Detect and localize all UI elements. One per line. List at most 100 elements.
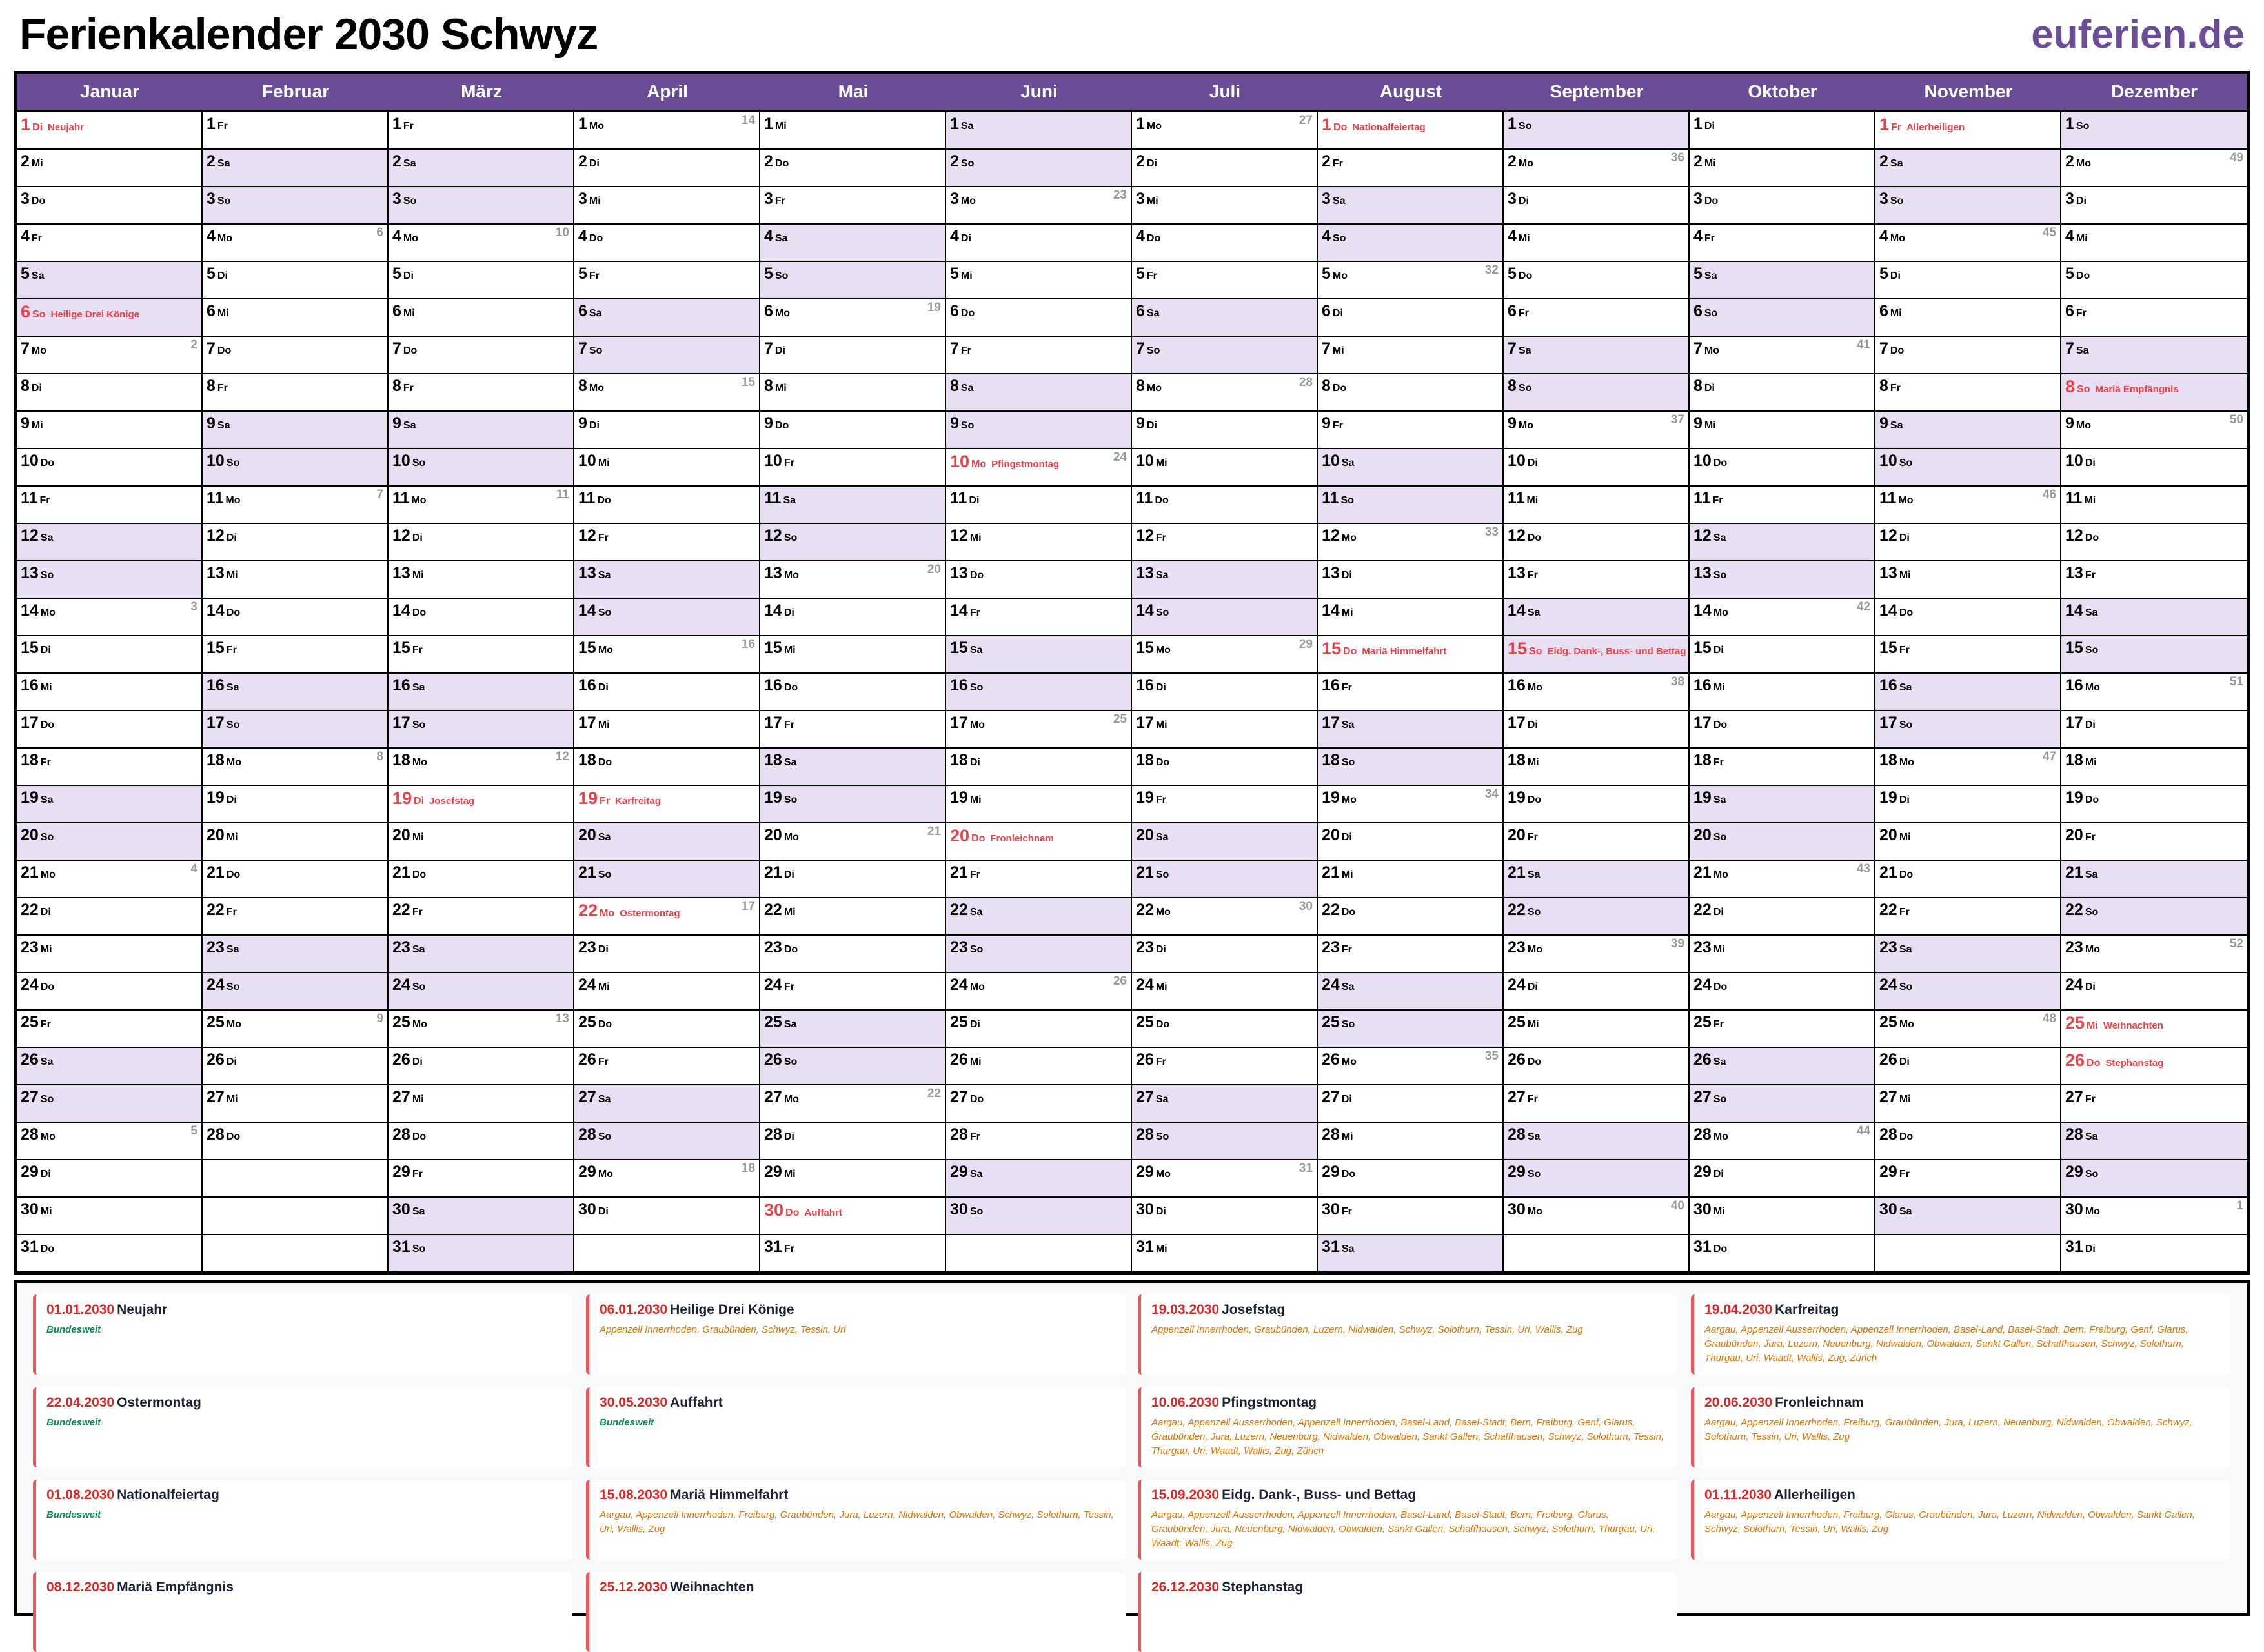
day-cell[interactable]: 14 Mo 3: [17, 599, 203, 636]
day-cell[interactable]: 2 Do: [760, 150, 946, 187]
day-cell[interactable]: 19 So: [760, 786, 946, 823]
day-cell[interactable]: 17 Do: [1690, 711, 1875, 749]
day-cell[interactable]: 27 Mi: [1875, 1085, 2061, 1123]
day-cell[interactable]: 20 Fr: [1504, 823, 1690, 861]
day-cell[interactable]: 13 Di: [1318, 561, 1504, 599]
day-cell[interactable]: 24 Fr: [760, 973, 946, 1011]
day-cell[interactable]: 7 Do: [1875, 337, 2061, 374]
day-cell[interactable]: 26 Fr: [574, 1048, 760, 1085]
day-cell[interactable]: 10 Sa: [1318, 449, 1504, 487]
day-cell[interactable]: 3 Mi: [1132, 187, 1318, 225]
day-cell[interactable]: 2 Mo 49: [2061, 150, 2247, 187]
day-cell[interactable]: 2 Sa: [203, 150, 389, 187]
day-cell[interactable]: 21 Fr: [946, 861, 1132, 898]
day-cell[interactable]: 17 Mi: [1132, 711, 1318, 749]
day-cell[interactable]: 3 Di: [1504, 187, 1690, 225]
day-cell[interactable]: 30 Do Auffahrt: [760, 1198, 946, 1235]
day-cell[interactable]: 30 Fr: [1318, 1198, 1504, 1235]
day-cell[interactable]: 23 Do: [760, 936, 946, 973]
day-cell[interactable]: 28 Do: [203, 1123, 389, 1160]
day-cell[interactable]: 2 Sa: [389, 150, 574, 187]
day-cell[interactable]: 21 Mi: [1318, 861, 1504, 898]
day-cell[interactable]: 21 So: [574, 861, 760, 898]
day-cell[interactable]: 30 Mi: [1690, 1198, 1875, 1235]
day-cell[interactable]: 3 So: [203, 187, 389, 225]
day-cell[interactable]: 17 Mo 25: [946, 711, 1132, 749]
day-cell[interactable]: 20 Sa: [1132, 823, 1318, 861]
day-cell[interactable]: 16 Sa: [203, 674, 389, 711]
day-cell[interactable]: 4 Fr: [17, 225, 203, 262]
day-cell[interactable]: 20 So: [17, 823, 203, 861]
day-cell[interactable]: 10 Mi: [574, 449, 760, 487]
day-cell[interactable]: 17 So: [203, 711, 389, 749]
day-cell[interactable]: 31 Do: [17, 1235, 203, 1273]
day-cell[interactable]: 20 Mi: [203, 823, 389, 861]
day-cell[interactable]: 30 Sa: [389, 1198, 574, 1235]
day-cell[interactable]: 28 Do: [1875, 1123, 2061, 1160]
day-cell[interactable]: 17 Do: [17, 711, 203, 749]
day-cell[interactable]: 15 Fr: [203, 636, 389, 674]
day-cell[interactable]: 5 Di: [1875, 262, 2061, 299]
day-cell[interactable]: 2 So: [946, 150, 1132, 187]
day-cell[interactable]: 30 Mo 40: [1504, 1198, 1690, 1235]
day-cell[interactable]: 26 Sa: [17, 1048, 203, 1085]
day-cell[interactable]: 25 Mi Weihnachten: [2061, 1011, 2247, 1048]
day-cell[interactable]: 5 Fr: [574, 262, 760, 299]
day-cell[interactable]: 3 Mo 23: [946, 187, 1132, 225]
day-cell[interactable]: 13 Sa: [574, 561, 760, 599]
day-cell[interactable]: 23 Mi: [17, 936, 203, 973]
day-cell[interactable]: 17 So: [389, 711, 574, 749]
day-cell[interactable]: 11 Mo 7: [203, 487, 389, 524]
day-cell[interactable]: 26 Mi: [946, 1048, 1132, 1085]
day-cell[interactable]: 28 So: [1132, 1123, 1318, 1160]
day-cell[interactable]: 29 Di: [1690, 1160, 1875, 1198]
day-cell[interactable]: 3 Do: [17, 187, 203, 225]
day-cell[interactable]: 9 Mo 37: [1504, 412, 1690, 449]
day-cell[interactable]: 28 Fr: [946, 1123, 1132, 1160]
day-cell[interactable]: 20 Sa: [574, 823, 760, 861]
day-cell[interactable]: 21 Sa: [2061, 861, 2247, 898]
day-cell[interactable]: 6 Mi: [389, 299, 574, 337]
day-cell[interactable]: 18 So: [1318, 749, 1504, 786]
day-cell[interactable]: 24 Di: [1504, 973, 1690, 1011]
day-cell[interactable]: 24 So: [203, 973, 389, 1011]
day-cell[interactable]: 4 Do: [574, 225, 760, 262]
day-cell[interactable]: 10 So: [203, 449, 389, 487]
day-cell[interactable]: 2 Mi: [1690, 150, 1875, 187]
day-cell[interactable]: 19 Mi: [946, 786, 1132, 823]
day-cell[interactable]: 16 Di: [1132, 674, 1318, 711]
day-cell[interactable]: 6 So Heilige Drei Könige: [17, 299, 203, 337]
day-cell[interactable]: 23 Mi: [1690, 936, 1875, 973]
day-cell[interactable]: 11 So: [1318, 487, 1504, 524]
day-cell[interactable]: 11 Do: [574, 487, 760, 524]
day-cell[interactable]: 3 Di: [2061, 187, 2247, 225]
day-cell[interactable]: 11 Sa: [760, 487, 946, 524]
day-cell[interactable]: 1 Fr Allerheiligen: [1875, 112, 2061, 150]
day-cell[interactable]: 30 Di: [574, 1198, 760, 1235]
day-cell[interactable]: 15 Fr: [389, 636, 574, 674]
day-cell[interactable]: 18 Fr: [17, 749, 203, 786]
day-cell[interactable]: 8 Di: [17, 374, 203, 412]
day-cell[interactable]: 11 Fr: [1690, 487, 1875, 524]
day-cell[interactable]: 22 Di: [17, 898, 203, 936]
day-cell[interactable]: 24 So: [389, 973, 574, 1011]
day-cell[interactable]: 15 Di: [1690, 636, 1875, 674]
day-cell[interactable]: 9 Mi: [17, 412, 203, 449]
day-cell[interactable]: 22 Fr: [389, 898, 574, 936]
day-cell[interactable]: 29 So: [2061, 1160, 2247, 1198]
day-cell[interactable]: 18 Mo 47: [1875, 749, 2061, 786]
day-cell[interactable]: 9 Sa: [1875, 412, 2061, 449]
day-cell[interactable]: 14 Sa: [2061, 599, 2247, 636]
day-cell[interactable]: 8 Fr: [203, 374, 389, 412]
day-cell[interactable]: 29 Mo 18: [574, 1160, 760, 1198]
day-cell[interactable]: 10 Do: [17, 449, 203, 487]
day-cell[interactable]: 23 Sa: [203, 936, 389, 973]
day-cell[interactable]: 19 Sa: [17, 786, 203, 823]
day-cell[interactable]: 16 Mi: [1690, 674, 1875, 711]
day-cell[interactable]: 29 Do: [1318, 1160, 1504, 1198]
day-cell[interactable]: 19 Di: [203, 786, 389, 823]
day-cell[interactable]: 12 Sa: [1690, 524, 1875, 561]
day-cell[interactable]: 31 Do: [1690, 1235, 1875, 1273]
day-cell[interactable]: 10 Mi: [1132, 449, 1318, 487]
day-cell[interactable]: 3 Do: [1690, 187, 1875, 225]
